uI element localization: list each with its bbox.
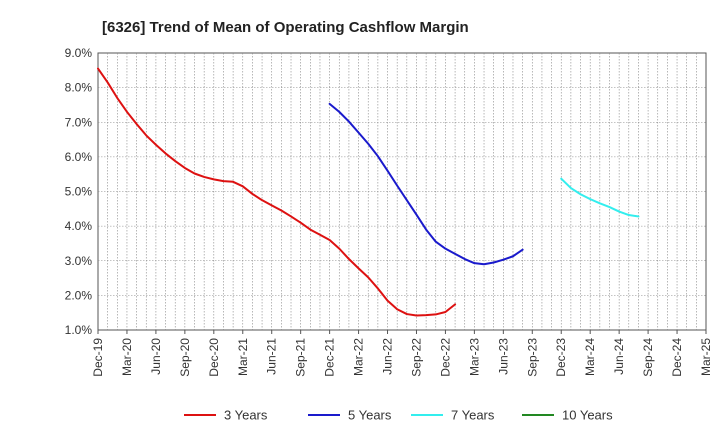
x-tick-label: Jun-23 (496, 338, 510, 375)
x-tick-label: Mar-22 (352, 338, 366, 376)
x-tick-label: Mar-23 (467, 338, 481, 376)
legend-label-3-years: 3 Years (224, 408, 268, 423)
y-tick-label: 9.0% (65, 46, 93, 60)
x-tick-label: Dec-24 (670, 338, 684, 377)
x-tick-label: Mar-25 (699, 338, 713, 376)
x-tick-label: Jun-21 (265, 338, 279, 375)
series-line-5-years (328, 102, 524, 266)
x-tick-label: Dec-21 (323, 338, 337, 377)
x-tick-label: Sep-24 (641, 338, 655, 377)
x-tick-label: Sep-21 (294, 338, 308, 377)
legend-label-5-years: 5 Years (348, 408, 392, 423)
y-tick-label: 6.0% (65, 150, 93, 164)
y-tick-label: 5.0% (65, 185, 93, 199)
legend: 3 Years 5 Years 7 Years 10 Years (184, 408, 613, 423)
y-tick-label: 7.0% (65, 115, 93, 129)
legend-label-10-years: 10 Years (562, 408, 613, 423)
legend-label-7-years: 7 Years (451, 408, 495, 423)
x-tick-label: Dec-20 (207, 338, 221, 377)
y-tick-label: 1.0% (65, 323, 93, 337)
x-tick-label: Sep-20 (178, 338, 192, 377)
y-tick-label: 3.0% (65, 254, 93, 268)
x-tick-label: Sep-23 (525, 338, 539, 377)
x-tick-label: Dec-19 (91, 338, 105, 377)
series-lines (97, 67, 640, 317)
x-tick-label: Dec-22 (438, 338, 452, 377)
x-tick-label: Jun-24 (612, 338, 626, 375)
series-line-7-years (560, 177, 640, 218)
x-tick-label: Mar-20 (120, 338, 134, 376)
y-tick-label: 2.0% (65, 288, 93, 302)
x-tick-label: Jun-22 (381, 338, 395, 375)
y-tick-label: 8.0% (65, 81, 93, 95)
x-tick-label: Sep-22 (409, 338, 423, 377)
x-tick-label: Dec-23 (554, 338, 568, 377)
axes: 1.0% 2.0% 3.0% 4.0% 5.0% 6.0% 7.0% 8.0% 9.0% Dec-… (65, 46, 713, 377)
x-tick-label: Jun-20 (149, 338, 163, 375)
x-tick-label: Mar-21 (236, 338, 250, 376)
y-tick-label: 4.0% (65, 219, 93, 233)
grid (97, 52, 707, 331)
chart-title: [6326] Trend of Mean of Operating Cashfl… (102, 19, 469, 36)
x-tick-label: Mar-24 (583, 338, 597, 376)
series-line-3-years (97, 67, 457, 317)
